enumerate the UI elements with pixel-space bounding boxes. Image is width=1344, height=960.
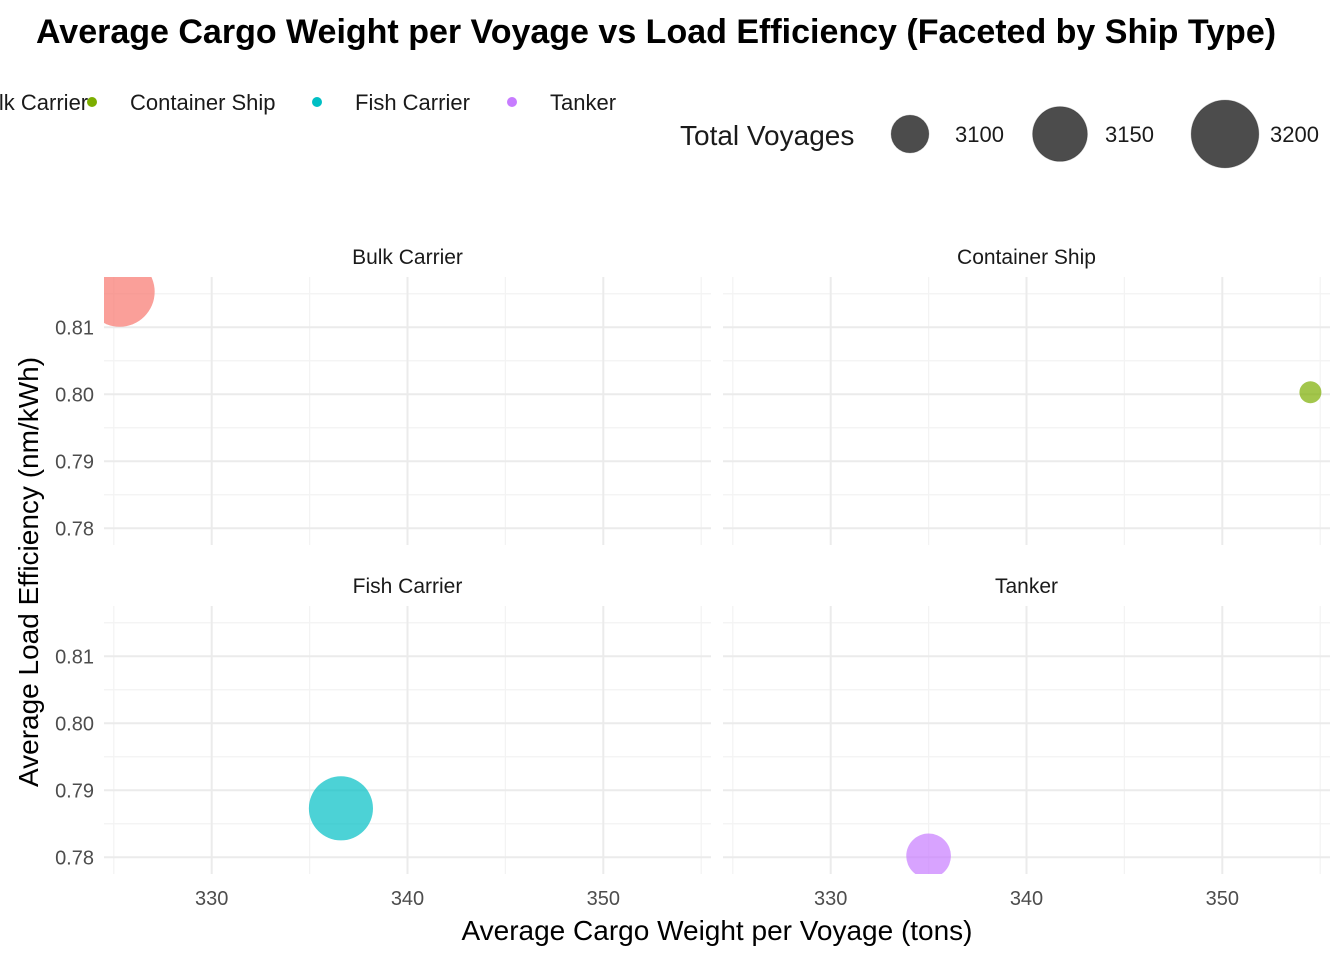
- x-tick-label: 340: [1010, 888, 1043, 910]
- size-legend-label: 3150: [1105, 122, 1154, 147]
- legend-key-tanker: [507, 97, 517, 107]
- data-point-fish-carrier: [308, 776, 373, 841]
- size-legend-label: 3100: [955, 122, 1004, 147]
- points: [906, 833, 951, 874]
- y-tick-label: 0.80: [55, 384, 94, 406]
- x-tick-label: 330: [814, 888, 847, 910]
- y-tick-label: 0.78: [55, 518, 94, 540]
- legend-item-bulk-carrier: Bulk Carrier: [0, 90, 88, 115]
- legend-label: Tanker: [550, 90, 616, 115]
- data-point-tanker: [906, 833, 951, 874]
- color-legend: Bulk Carrier Container Ship Fish Carrier Ta…: [0, 90, 616, 115]
- facet-panel-container-ship: Container Ship: [723, 246, 1330, 545]
- y-tick-label: 0.81: [55, 317, 94, 339]
- legend-key-container-ship: [87, 97, 97, 107]
- legend-label: Bulk Carrier: [0, 90, 88, 115]
- y-tick-label: 0.81: [55, 646, 94, 668]
- facet-panel-tanker: Tanker 330 340 350: [723, 575, 1330, 910]
- x-tick-label: 340: [391, 888, 424, 910]
- size-legend-key: [1190, 99, 1260, 169]
- gridlines: [104, 277, 711, 545]
- size-legend-item-3200: 3200: [1190, 99, 1319, 169]
- y-tick-label: 0.79: [55, 451, 94, 473]
- data-point-container-ship: [1299, 381, 1322, 404]
- y-tick-label: 0.79: [55, 780, 94, 802]
- facet-strip-label: Container Ship: [957, 246, 1096, 269]
- size-legend-label: 3200: [1270, 122, 1319, 147]
- gridlines: [723, 277, 1330, 545]
- legend-label: Fish Carrier: [355, 90, 470, 115]
- legend-item-fish-carrier: Fish Carrier: [312, 90, 470, 115]
- points: [308, 776, 373, 841]
- x-tick-label: 350: [1206, 888, 1239, 910]
- legend-item-container-ship: Container Ship: [87, 90, 276, 115]
- points: [104, 277, 155, 327]
- x-tick-label: 350: [587, 888, 620, 910]
- y-tick-label: 0.78: [55, 847, 94, 869]
- size-legend-key: [1032, 106, 1088, 162]
- gridlines: [104, 606, 711, 874]
- y-tick-label: 0.80: [55, 713, 94, 735]
- legend-key-fish-carrier: [312, 97, 322, 107]
- legend-item-tanker: Tanker: [507, 90, 616, 115]
- y-axis-title: Average Load Efficiency (nm/kWh): [13, 357, 44, 787]
- points: [1299, 381, 1322, 404]
- gridlines: [723, 606, 1330, 874]
- size-legend-item-3100: 3100: [890, 114, 1004, 154]
- facet-panel-bulk-carrier: Bulk Carrier 0.78 0.79 0.80 0.81: [55, 246, 711, 545]
- legend-label: Container Ship: [130, 90, 276, 115]
- size-legend: Total Voyages 3100 3150 3200: [680, 99, 1319, 169]
- data-point-bulk-carrier: [104, 277, 155, 327]
- x-tick-label: 330: [195, 888, 228, 910]
- facet-strip-label: Fish Carrier: [353, 575, 463, 598]
- size-legend-title: Total Voyages: [680, 120, 854, 151]
- chart-title: Average Cargo Weight per Voyage vs Load …: [36, 13, 1276, 51]
- x-axis-title: Average Cargo Weight per Voyage (tons): [461, 915, 972, 946]
- facet-strip-label: Tanker: [995, 575, 1058, 598]
- facet-panel-fish-carrier: Fish Carrier 0.78 0.79 0.80 0.81 330 340 350: [55, 575, 711, 910]
- facet-panels: Bulk Carrier 0.78 0.79 0.80 0.81 Container Sh…: [55, 246, 1330, 910]
- size-legend-key: [890, 114, 930, 154]
- size-legend-item-3150: 3150: [1032, 106, 1154, 162]
- facet-strip-label: Bulk Carrier: [352, 246, 463, 269]
